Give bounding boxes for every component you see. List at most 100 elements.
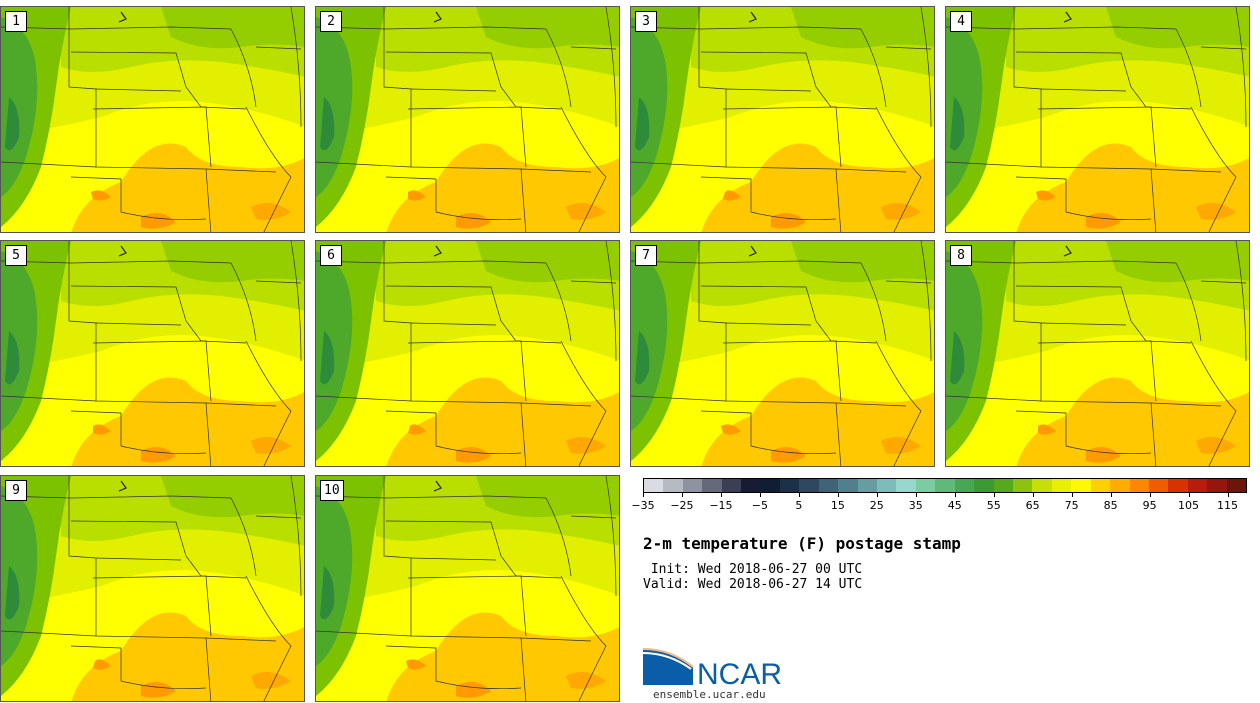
state-boundary [875,340,922,466]
colorbar-swatch [1051,479,1072,492]
state-boundary [92,340,212,402]
cold-region-north [1106,241,1249,283]
hot-spot [771,213,806,229]
colorbar-swatch [663,479,683,492]
state-boundary [545,28,617,108]
lake-outline [118,480,127,492]
colorbar-tick-label: 15 [830,499,845,512]
high-terrain [950,97,965,151]
hot-spot [91,190,111,201]
state-boundary [560,575,607,701]
warm-region [701,143,934,232]
state-boundary [385,520,562,579]
colorbar-tick [643,493,644,497]
state-boundary [1015,285,1192,344]
high-terrain [5,331,20,385]
state-boundary [316,161,592,173]
member-panel-3[interactable]: 3 [630,6,935,233]
state-boundary [1040,322,1127,326]
high-terrain [5,566,20,620]
state-boundary [545,262,617,342]
member-label: 6 [320,245,342,266]
colorbar-tick [876,493,878,497]
mountain-peaks [946,17,983,197]
state-boundary [1015,176,1152,221]
state-boundary [1150,402,1157,466]
state-boundary [725,88,812,92]
hot-spot [93,424,111,435]
member-panel-10[interactable]: 10 [315,475,620,702]
warm-region [386,377,619,466]
state-boundary [407,340,527,402]
state-boundary [875,106,922,232]
state-boundary [860,28,932,108]
state-boundary [1150,168,1157,232]
state-boundary [205,637,212,701]
warm-region [386,612,619,701]
warm-region [71,612,304,701]
member-panel-7[interactable]: 7 [630,240,935,467]
ncar-logo-swoosh [643,648,694,668]
colorbar-ticks: −35 −25 −15 −5 5 15 25 35 45 55 65 75 85 95 105 115 [631,493,1247,513]
state-boundary [410,557,497,561]
hot-spot [881,203,921,220]
state-boundary [1040,88,1127,92]
colorbar-tick [1032,493,1034,497]
ncar-logo[interactable]: NCAR [643,645,793,690]
state-boundary [560,106,607,232]
state-boundary [316,630,592,642]
mountain-peaks [316,486,353,666]
member-panel-5[interactable]: 5 [0,240,305,467]
mountain-peaks [631,17,668,197]
colorbar-tick-label: 5 [795,499,803,512]
member-panel-2[interactable]: 2 [315,6,620,233]
init-time: Init: Wed 2018-06-27 00 UTC [643,562,863,577]
hot-spot [1036,190,1056,201]
state-boundary [383,476,412,636]
colorbar-tick [1227,493,1229,497]
colorbar-swatch [1168,479,1188,492]
member-label: 4 [950,11,972,32]
state-boundary [1013,7,1042,167]
colorbar-tick-label: 35 [908,499,923,512]
colorbar-swatch [721,479,742,492]
hot-spot [566,437,606,454]
warm-region [386,143,619,232]
warm-region [71,143,304,232]
state-boundary [1037,340,1157,402]
state-boundary [230,262,302,342]
high-terrain [635,97,650,151]
hot-spot [93,659,111,670]
colorbar-swatch [857,479,878,492]
ensemble-url[interactable]: ensemble.ucar.edu [653,688,766,701]
member-panel-9[interactable]: 9 [0,475,305,702]
member-panel-8[interactable]: 8 [945,240,1250,467]
state-boundary [1,630,277,642]
colorbar-tick-label: −25 [670,499,694,512]
colorbar-swatch [1207,479,1227,492]
member-panel-4[interactable]: 4 [945,6,1250,233]
state-boundary [70,51,247,110]
colorbar-tick [759,493,761,497]
member-label: 3 [635,11,657,32]
hot-spot [723,190,741,201]
cold-region-north [791,241,934,283]
lake-outline [433,11,442,23]
cold-region-north [476,241,619,283]
state-boundary [407,575,527,637]
state-boundary [631,26,862,30]
state-boundary [520,637,527,701]
state-boundary [70,645,207,690]
cold-region-north [476,476,619,518]
state-boundary [316,495,547,499]
colorbar-swatch [1071,479,1091,492]
state-boundary [92,106,212,168]
colorbar-tick-label: −5 [751,499,768,512]
state-boundary [95,557,182,561]
member-panel-1[interactable]: 1 [0,6,305,233]
cold-region-north [476,7,619,49]
colorbar-tick-label: 115 [1217,499,1239,512]
state-boundary [698,7,727,167]
colorbar-tick-label: 75 [1064,499,1079,512]
member-panel-6[interactable]: 6 [315,240,620,467]
